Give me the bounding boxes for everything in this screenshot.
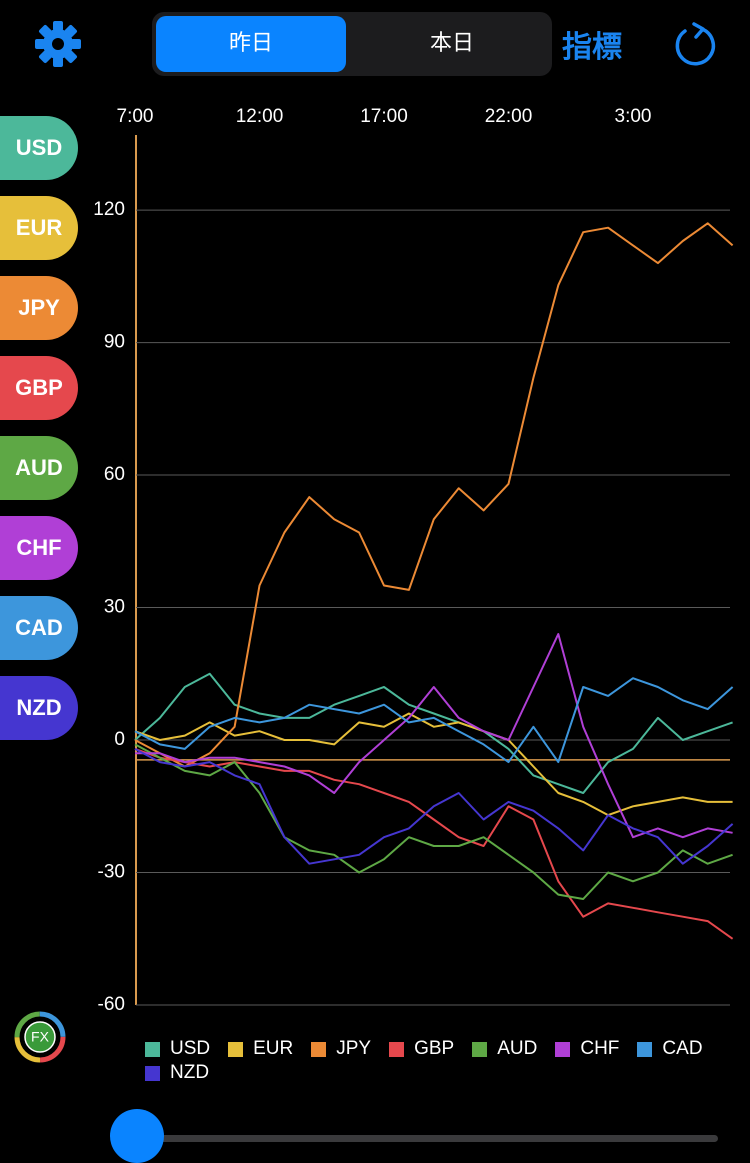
legend-label: CAD bbox=[662, 1038, 703, 1059]
logo-text: FX bbox=[31, 1029, 50, 1045]
y-tick-label: 90 bbox=[104, 332, 125, 353]
currency-button[interactable]: CAD bbox=[0, 596, 78, 660]
legend-label: JPY bbox=[336, 1038, 372, 1059]
y-tick-label: 60 bbox=[104, 464, 125, 485]
x-tick-label: 12:00 bbox=[236, 106, 284, 127]
series-line bbox=[134, 743, 733, 900]
y-tick-label: 120 bbox=[93, 199, 125, 220]
legend-swatch bbox=[472, 1041, 488, 1057]
currency-button[interactable]: EUR bbox=[0, 196, 78, 260]
legend-label: NZD bbox=[170, 1062, 210, 1083]
currency-button[interactable]: CHF bbox=[0, 516, 78, 580]
y-tick-label: 0 bbox=[114, 729, 125, 750]
legend-item: NZD bbox=[145, 1061, 209, 1085]
legend-swatch bbox=[145, 1041, 160, 1057]
legend-swatch bbox=[145, 1065, 160, 1081]
currency-button[interactable]: JPY bbox=[0, 276, 78, 340]
x-tick-label: 22:00 bbox=[485, 106, 533, 127]
tab-today[interactable]: 本日 bbox=[429, 31, 474, 56]
legend-item: CHF bbox=[555, 1037, 619, 1061]
currency-button[interactable]: USD bbox=[0, 116, 78, 180]
legend-swatch bbox=[555, 1041, 571, 1057]
series-line bbox=[134, 672, 733, 794]
y-tick-label: 30 bbox=[104, 597, 125, 618]
x-tick-label: 3:00 bbox=[615, 106, 652, 127]
x-tick-label: 7:00 bbox=[117, 106, 154, 127]
legend-swatch bbox=[389, 1041, 405, 1057]
legend-label: CHF bbox=[580, 1038, 620, 1059]
legend-swatch bbox=[228, 1041, 244, 1057]
series-line bbox=[134, 748, 734, 865]
fx-logo: FX bbox=[14, 1011, 66, 1063]
currency-button[interactable]: NZD bbox=[0, 676, 78, 740]
currency-button[interactable]: AUD bbox=[0, 436, 78, 500]
legend-label: USD bbox=[170, 1038, 211, 1059]
settings-icon[interactable] bbox=[34, 20, 82, 68]
legend-item: USD bbox=[145, 1037, 210, 1061]
time-slider-track[interactable] bbox=[140, 1135, 718, 1142]
series-line bbox=[134, 747, 734, 940]
legend-item: JPY bbox=[311, 1037, 371, 1061]
y-tick-label: -60 bbox=[98, 994, 125, 1015]
indicator-button[interactable]: 指標 bbox=[562, 30, 622, 65]
tab-yesterday[interactable]: 昨日 bbox=[156, 16, 346, 72]
legend-item: AUD bbox=[472, 1037, 537, 1061]
legend-label: GBP bbox=[414, 1038, 455, 1059]
series-line bbox=[134, 222, 734, 768]
legend-item: EUR bbox=[228, 1037, 293, 1061]
time-slider-knob[interactable] bbox=[110, 1109, 164, 1163]
x-tick-label: 17:00 bbox=[360, 106, 408, 127]
legend-swatch bbox=[311, 1041, 327, 1057]
series-line bbox=[134, 677, 734, 764]
legend-swatch bbox=[637, 1041, 653, 1057]
legend-item: CAD bbox=[637, 1037, 703, 1061]
series-line bbox=[135, 633, 733, 839]
legend-item: GBP bbox=[389, 1037, 454, 1061]
currency-button[interactable]: GBP bbox=[0, 356, 78, 420]
legend-label: EUR bbox=[253, 1038, 294, 1059]
legend-label: AUD bbox=[497, 1038, 538, 1059]
legend: USD EUR JPY GBP AUD CHF CAD NZD bbox=[145, 1037, 735, 1085]
series-line bbox=[134, 712, 733, 817]
refresh-icon[interactable] bbox=[672, 22, 718, 68]
y-tick-label: -30 bbox=[98, 862, 125, 883]
day-switch: 昨日 本日 bbox=[152, 12, 552, 76]
